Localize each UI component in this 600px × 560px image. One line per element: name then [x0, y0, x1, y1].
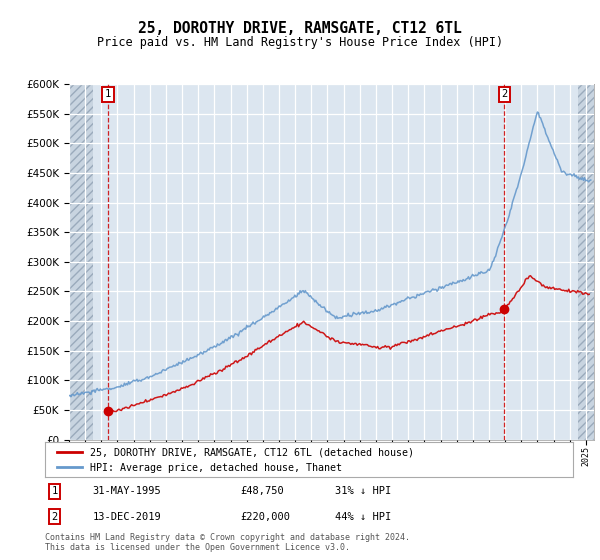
Text: 1: 1 [52, 486, 58, 496]
Text: 44% ↓ HPI: 44% ↓ HPI [335, 512, 392, 522]
Text: Contains HM Land Registry data © Crown copyright and database right 2024.: Contains HM Land Registry data © Crown c… [45, 533, 410, 542]
Text: 13-DEC-2019: 13-DEC-2019 [92, 512, 161, 522]
Bar [69, 84, 93, 440]
Text: £48,750: £48,750 [241, 486, 284, 496]
Text: This data is licensed under the Open Government Licence v3.0.: This data is licensed under the Open Gov… [45, 543, 350, 552]
Text: 25, DOROTHY DRIVE, RAMSGATE, CT12 6TL: 25, DOROTHY DRIVE, RAMSGATE, CT12 6TL [138, 21, 462, 36]
Text: 2: 2 [501, 90, 508, 99]
Text: 1: 1 [105, 90, 111, 99]
Legend: 25, DOROTHY DRIVE, RAMSGATE, CT12 6TL (detached house), HPI: Average price, deta: 25, DOROTHY DRIVE, RAMSGATE, CT12 6TL (d… [53, 443, 418, 477]
Text: 2: 2 [52, 512, 58, 522]
Text: 31-MAY-1995: 31-MAY-1995 [92, 486, 161, 496]
Text: Price paid vs. HM Land Registry's House Price Index (HPI): Price paid vs. HM Land Registry's House … [97, 36, 503, 49]
Text: £220,000: £220,000 [241, 512, 290, 522]
Text: 31% ↓ HPI: 31% ↓ HPI [335, 486, 392, 496]
Bar [578, 84, 594, 440]
